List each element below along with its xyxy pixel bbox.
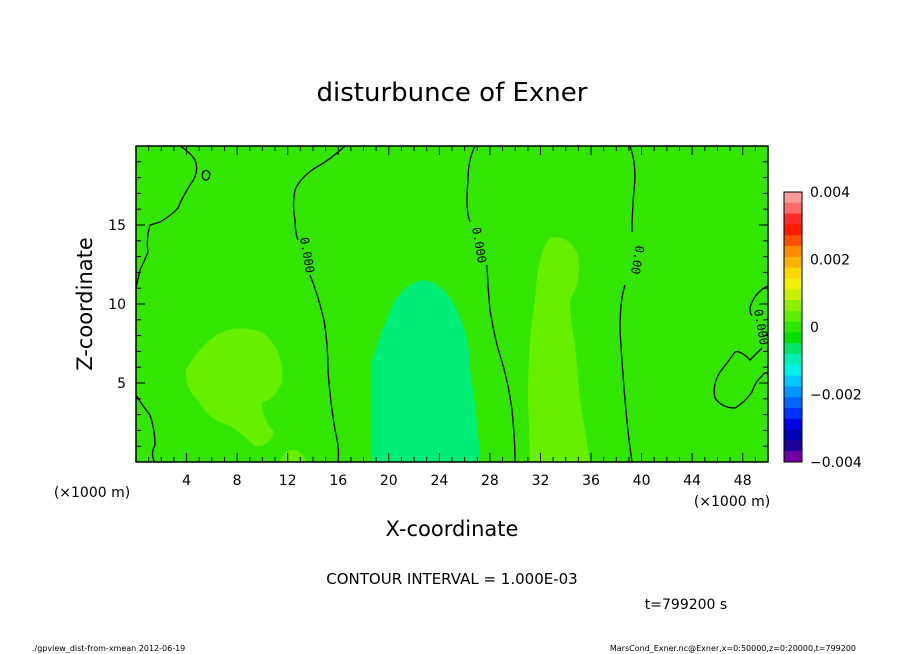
field-positive-right [528,237,590,462]
x-tick-label: 16 [329,473,347,489]
colorbar-swatch [784,192,802,204]
colorbar-swatch [784,451,802,463]
x-unit-label-left: (×1000 m) [54,485,130,501]
contour-lower-left [135,394,156,463]
y-axis-label: Z-coordinate [73,237,97,371]
contour-left-zero [292,145,346,463]
contour-label-center: 0.000 [469,226,489,264]
y-tick-label: 5 [117,376,126,392]
colorbar-swatch [784,343,802,355]
field-positive-left [185,328,283,447]
x-tick-label: 8 [233,473,242,489]
colorbar-swatch [784,256,802,269]
chart-title: disturbunce of Exner [317,78,588,108]
colorbar-tick-label: 0 [810,320,819,336]
contour-lines [135,145,769,463]
colorbar-swatch [784,213,802,225]
colorbar-swatch [784,321,802,333]
colorbar-swatch [784,300,802,312]
contour-label-right: 0.00 [628,244,647,275]
x-tick-label: 36 [582,473,600,489]
colorbar-swatch [784,332,802,344]
x-tick-label: 20 [380,473,398,489]
plot-area [136,146,768,462]
y-tick-label: 15 [108,218,126,234]
x-tick-label: 4 [182,473,191,489]
colorbar-swatch [784,375,802,387]
colorbar-tick-label: −0.002 [810,388,862,404]
x-tick-label: 32 [532,473,550,489]
colorbar-swatch [784,310,802,323]
colorbar-swatch [784,408,802,420]
colorbar-swatch [784,202,802,215]
footer-right: MarsCond_Exner.nc@Exner,x=0:50000,z=0:20… [610,644,856,653]
colorbar-swatch [784,386,802,398]
contour-labels: 0 0.000 0.000 0.00 0.000 [297,226,771,346]
footer-left: ./gpview_dist-from-xmean 2012-06-19 [32,644,185,653]
colorbar-frame [783,191,803,463]
field-positive-left-base [280,449,306,462]
colorbar-swatch [784,224,802,236]
colorbar [783,191,803,463]
colorbar-swatch [784,278,802,290]
x-tick-label: 24 [430,473,448,489]
field-negative-center [372,280,480,462]
colorbar-tick-label: −0.004 [810,455,862,471]
x-axis-ticks: 4 8 12 16 20 24 28 32 36 40 44 48 [148,146,756,489]
colorbar-tick-label: 0.002 [810,253,850,269]
x-tick-label: 40 [633,473,651,489]
colorbar-swatch [784,364,802,377]
contour-label-edge: 0.000 [751,308,771,346]
x-axis-label: X-coordinate [386,517,519,541]
colorbar-swatch [784,418,802,431]
colorbar-swatch [784,267,802,279]
contour-right-edge [713,285,769,409]
contour-small-loop [201,169,211,181]
colorbar-swatch [784,440,802,452]
colorbar-swatch [784,397,802,409]
colorbar-swatch [784,235,802,247]
contour-interval-text: CONTOUR INTERVAL = 1.000E-03 [326,570,577,588]
colorbar-ticks: 0.004 0.002 0 −0.002 −0.004 [810,185,862,471]
contour-right-zero [619,145,636,463]
x-tick-label: 48 [734,473,752,489]
x-tick-label: 28 [481,473,499,489]
contour-center-zero [466,145,516,463]
y-tick-label: 10 [108,297,126,313]
colorbar-swatch [784,429,802,441]
x-unit-label-right: (×1000 m) [694,494,770,510]
colorbar-swatch [784,289,802,301]
contour-label-left: 0.000 [297,236,317,274]
x-tick-label: 12 [279,473,297,489]
x-tick-label: 44 [683,473,701,489]
colorbar-swatch [784,354,802,366]
time-label: t=799200 s [645,597,727,613]
colorbar-tick-label: 0.004 [810,185,850,201]
y-axis-ticks: 5 10 15 [108,161,768,447]
contour-upper-left [135,145,198,289]
colorbar-swatch [784,246,802,258]
